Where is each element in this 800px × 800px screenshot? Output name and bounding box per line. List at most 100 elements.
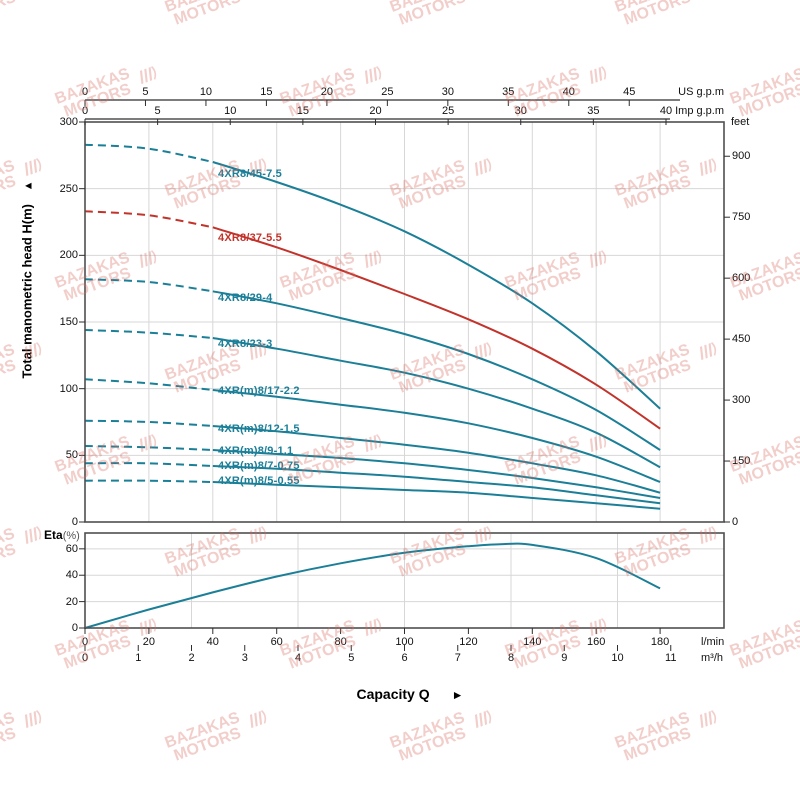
m3h-tick-label: 10 [611,652,624,664]
imp-gpm-tick-label: 40 [659,105,673,117]
m3h-tick-label: 4 [294,652,302,664]
lmin-tick-label: 20 [142,636,156,648]
m3h-tick-label: 9 [561,652,568,664]
lmin-tick-label: 120 [459,636,478,648]
imp-gpm-axis-label: Imp g.p.m [675,105,724,117]
imp-gpm-tick-label: 20 [369,105,382,117]
lmin-tick-label: 0 [81,636,89,648]
eta-tick-label: 0 [71,622,78,634]
curve-4xr-m-8-17-2-2 [212,389,661,483]
m3h-axis-label: m³/h [701,652,723,664]
m3h-tick-label: 2 [188,652,195,664]
us-gpm-tick-label: 25 [381,86,394,98]
head-m-tick-label: 50 [65,449,78,462]
feet-tick-label: 600 [732,272,751,285]
us-gpm-tick-label: 40 [562,86,575,98]
head-m-tick-label: 200 [59,249,78,262]
right-arrow-icon: ► [451,688,464,702]
feet-axis-label: feet [731,116,750,128]
curve-label-4xr8-29-4: 4XR8/29-4 [218,292,273,304]
head-m-tick-label: 0 [71,516,78,528]
curve-4xr8-23-3 [212,337,661,469]
curve-4xr8-29-4 [212,290,661,451]
curve-label-4xr8-37-5-5: 4XR8/37-5.5 [218,232,282,244]
curve-4xr-m-8-5-0-55 [212,481,661,510]
us-gpm-tick-label: 20 [320,86,333,98]
head-m-tick-label: 150 [59,316,78,328]
eta-tick-label: 20 [65,595,78,608]
curve-label-4xr-m-8-9-1-1: 4XR(m)8/9-1.1 [218,445,294,457]
curve-label-4xr8-45-7-5: 4XR8/45-7.5 [218,168,282,180]
m3h-tick-label: 0 [81,652,89,664]
eta-axis-title-text: Eta [44,528,63,542]
m3h-tick-label: 7 [454,652,461,664]
lmin-tick-label: 60 [270,636,283,648]
feet-tick-label: 0 [732,516,739,528]
feet-tick-label: 900 [732,150,751,163]
us-gpm-tick-label: 10 [199,86,213,98]
curve-label-4xr-m-8-17-2-2: 4XR(m)8/17-2.2 [218,385,300,397]
feet-tick-label: 450 [732,333,751,346]
us-gpm-tick-label: 30 [441,86,454,98]
head-m-tick-label: 250 [59,182,78,195]
curve-4xr-m-8-7-0-75 [212,465,661,505]
m3h-tick-label: 5 [348,652,355,664]
imp-gpm-tick-label: 5 [154,105,161,117]
lmin-tick-label: 40 [206,636,219,648]
m3h-tick-label: 11 [665,652,677,664]
curve-dashed-4xr8-45-7-5 [84,143,214,163]
us-gpm-axis-label: US g.p.m [678,86,724,98]
imp-gpm-tick-label: 30 [514,105,527,117]
lmin-axis-label: l/min [701,636,725,648]
curve-dashed-4xr-m-8-7-0-75 [84,462,213,467]
us-gpm-tick-label: 45 [623,86,636,98]
imp-gpm-tick-label: 15 [296,105,309,117]
m3h-tick-label: 3 [241,652,248,664]
imp-gpm-tick-label: 25 [441,105,455,117]
head-axis-title: Total manometric head H(m) ▲ [20,130,35,430]
lmin-tick-label: 160 [587,636,606,648]
m3h-tick-label: 6 [401,652,408,664]
curve-dashed-4xr-m-8-9-1-1 [84,445,213,451]
up-arrow-icon: ▲ [22,180,35,192]
curve-4xr8-45-7-5 [212,161,661,410]
lmin-tick-label: 80 [334,636,347,648]
curve-dashed-4xr-m-8-17-2-2 [84,378,213,391]
curve-dashed-4xr8-37-5-5 [84,210,213,229]
eta-axis-title: Eta(%) [44,528,80,542]
imp-gpm-tick-label: 10 [224,105,237,117]
m3h-tick-label: 1 [135,652,142,664]
us-gpm-tick-label: 5 [142,86,149,98]
feet-tick-label: 750 [732,211,751,224]
lmin-tick-label: 100 [395,636,414,648]
lmin-tick-label: 180 [650,636,670,648]
curve-label-4xr8-23-3: 4XR8/23-3 [218,338,273,350]
eta-tick-label: 60 [65,542,78,555]
head-m-tick-label: 100 [59,382,78,395]
feet-tick-label: 300 [732,394,751,407]
feet-tick-label: 150 [732,455,751,468]
curve-label-4xr-m-8-7-0-75: 4XR(m)8/7-0.75 [218,460,300,472]
imp-gpm-tick-label: 35 [587,105,600,117]
capacity-axis-title: Capacity Q ► [285,686,535,702]
curve-label-4xr-m-8-5-0-55: 4XR(m)8/5-0.55 [218,475,300,487]
head-axis-title-text: Total manometric head H(m) [19,203,35,379]
efficiency-curve [84,542,661,629]
curve-4xr-m-8-9-1-1 [212,449,661,499]
us-gpm-tick-label: 15 [260,86,273,98]
eta-tick-label: 40 [65,569,78,582]
curve-label-4xr-m-8-12-1-5: 4XR(m)8/12-1.5 [218,423,300,435]
curve-dashed-4xr-m-8-5-0-55 [84,479,213,483]
capacity-axis-title-text: Capacity Q [356,686,430,702]
curve-4xr8-37-5-5 [212,226,661,430]
head-m-tick-label: 300 [59,116,78,128]
imp-gpm-tick-label: 0 [81,105,89,117]
us-gpm-tick-label: 0 [81,86,89,98]
curve-dashed-4xr8-23-3 [84,329,213,339]
curve-4xr-m-8-12-1-5 [212,425,661,494]
curve-dashed-4xr-m-8-12-1-5 [84,419,213,427]
m3h-tick-label: 8 [507,652,515,664]
